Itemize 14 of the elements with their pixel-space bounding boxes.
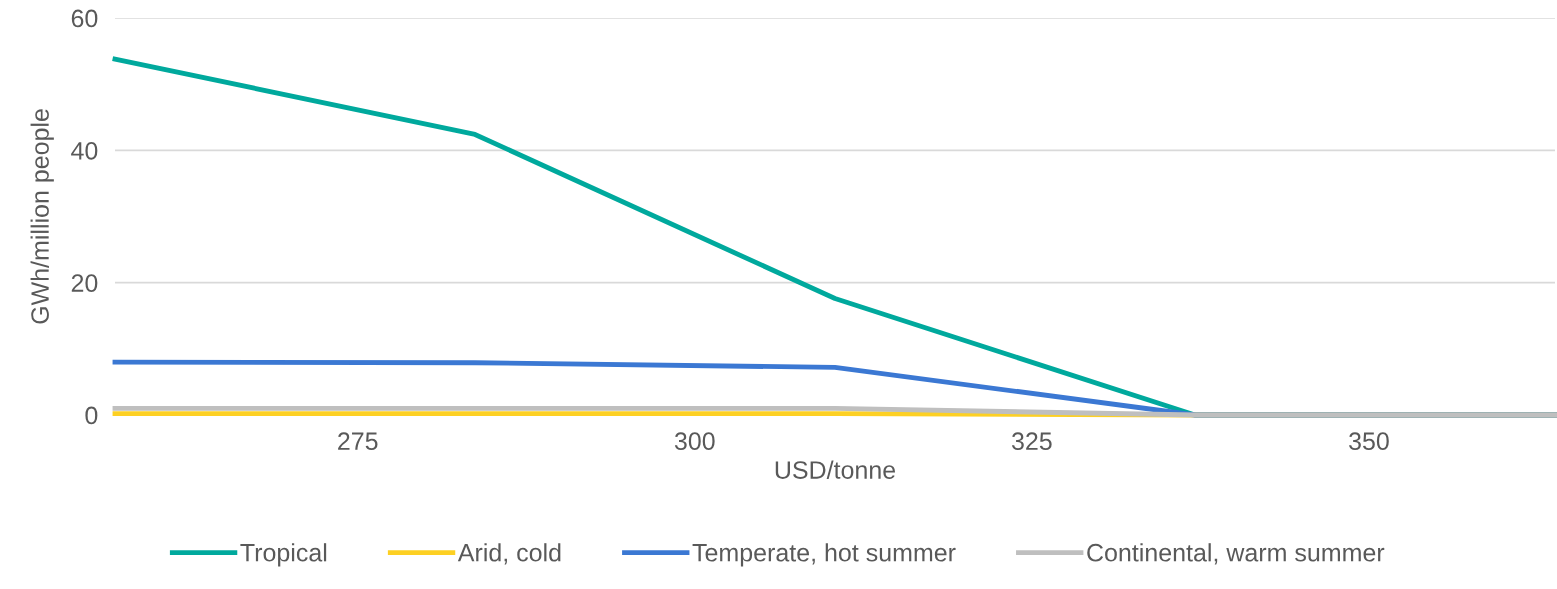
y-axis-title: GWh/million people — [30, 109, 54, 324]
y-tick-label: 20 — [71, 274, 98, 292]
x-tick-label: 275 — [338, 432, 378, 451]
y-tick-label: 40 — [71, 141, 98, 160]
y-tick-label: 0 — [85, 406, 98, 425]
x-tick-label: 350 — [1349, 432, 1389, 451]
x-tick-label: 325 — [1011, 432, 1052, 451]
legend-label: Arid, cold — [457, 543, 561, 565]
legend-label: Continental, warm summer — [1087, 543, 1385, 565]
legend-label: Tropical — [240, 543, 327, 567]
legend-label: Temperate, hot summer — [692, 543, 956, 567]
y-tick-label: 60 — [71, 9, 98, 28]
x-axis-title: USD/tonne — [775, 460, 896, 479]
x-tick-label: 300 — [674, 432, 715, 451]
